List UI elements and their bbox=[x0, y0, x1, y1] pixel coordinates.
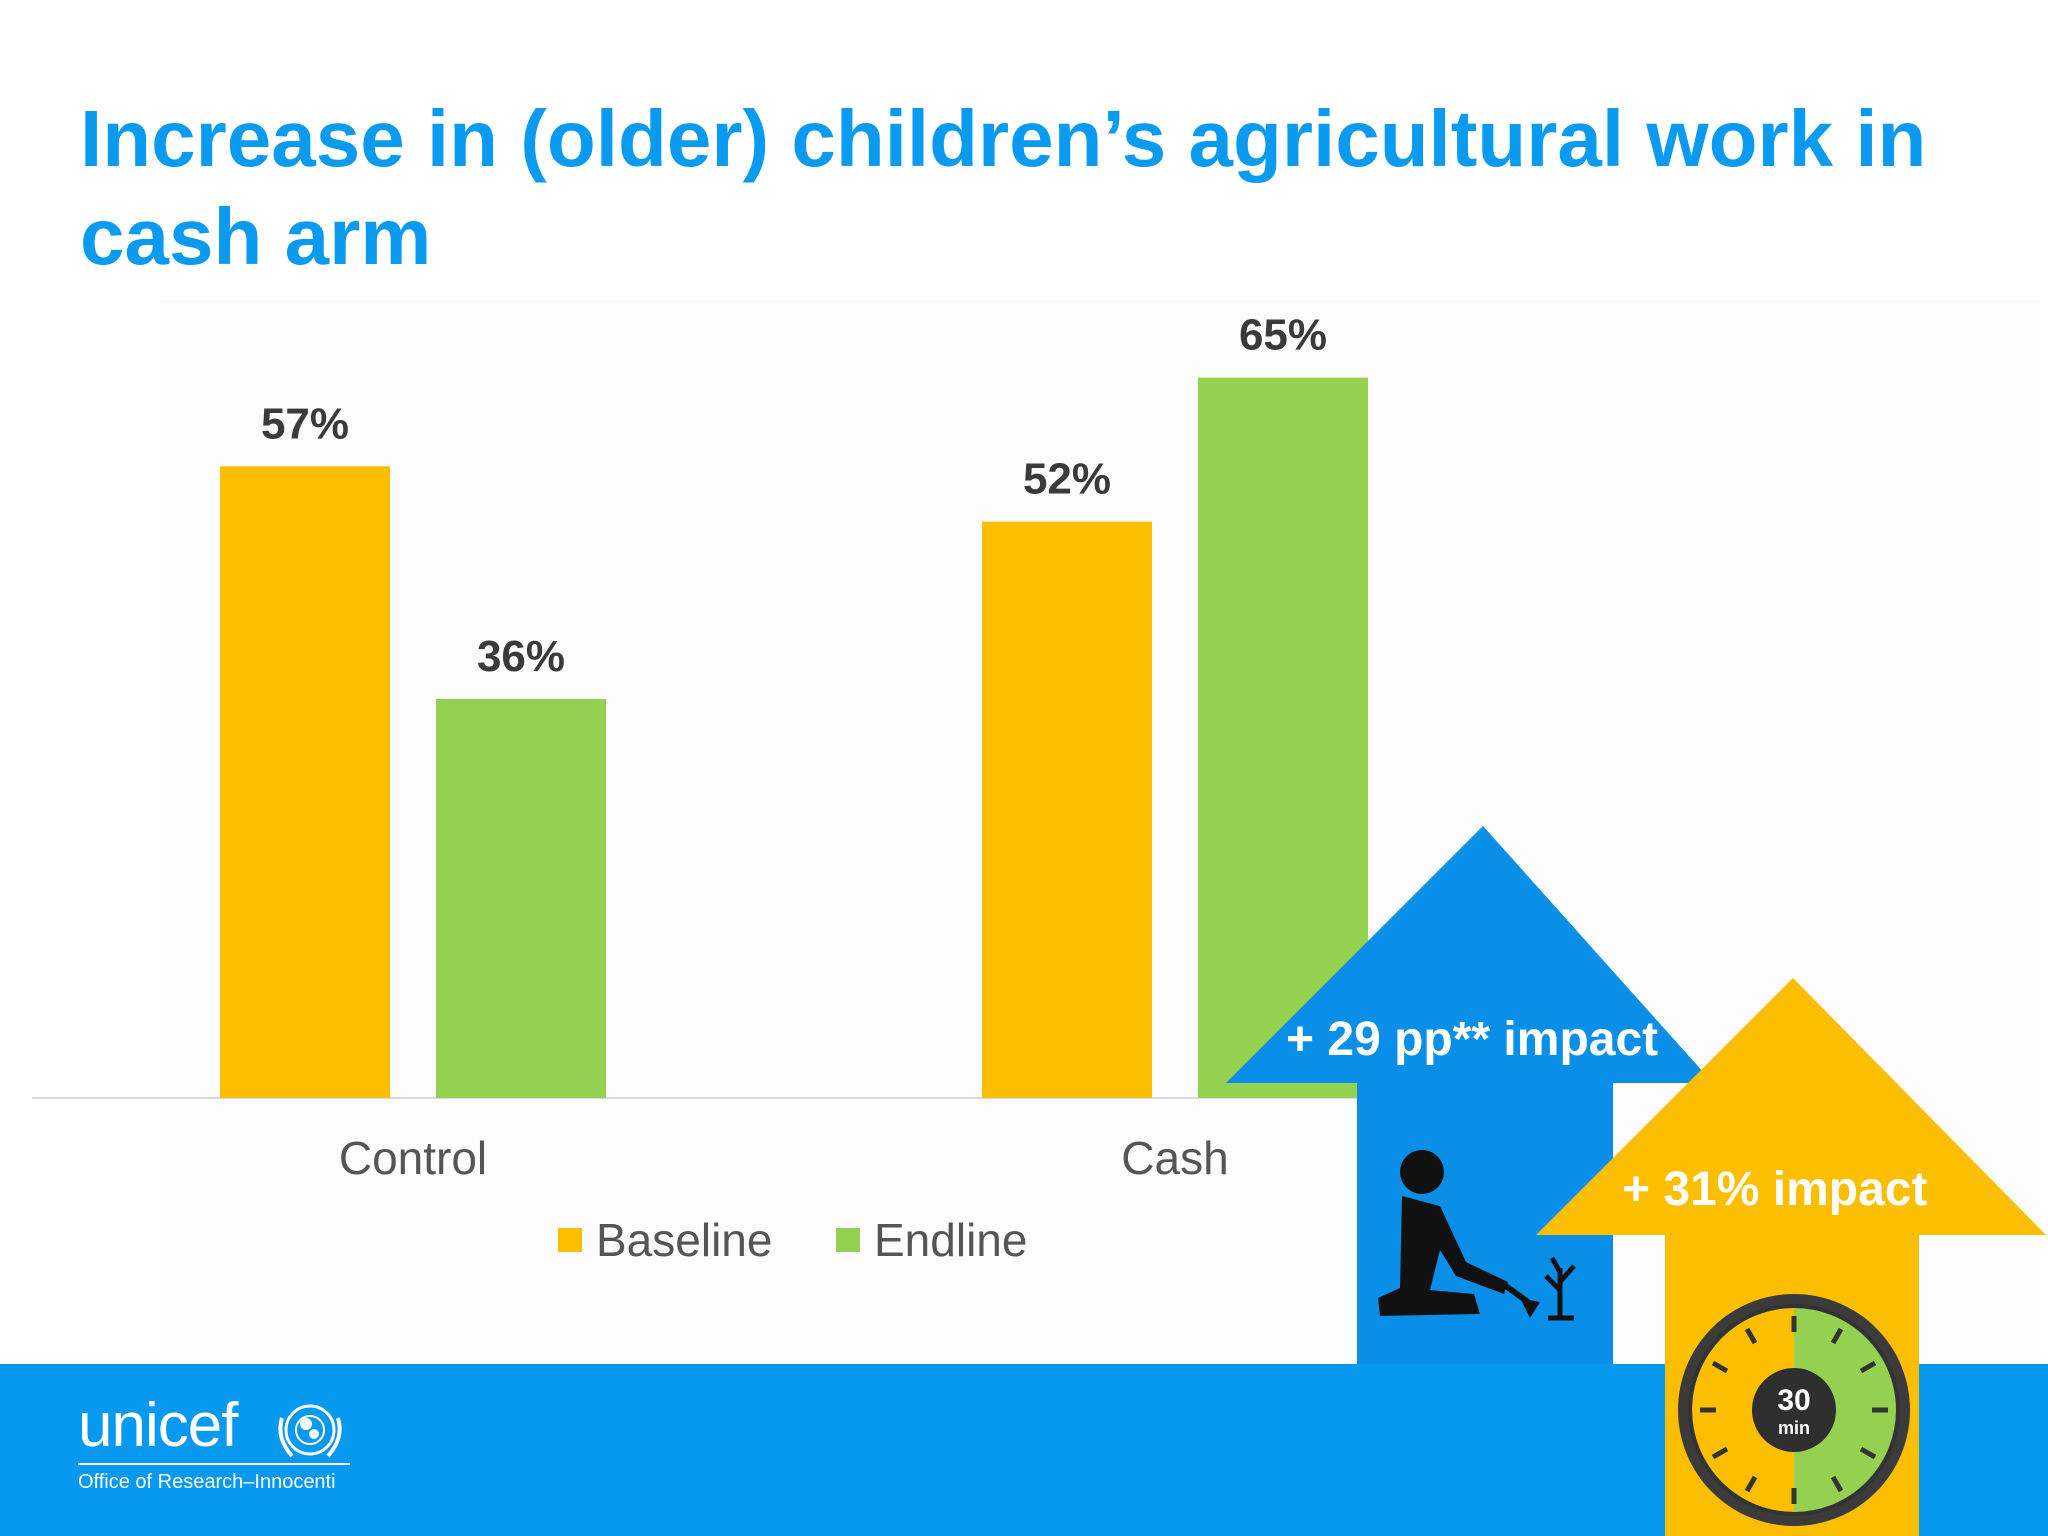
kneeling-farmer-icon bbox=[1378, 1150, 1576, 1321]
stopwatch-icon: 30 min bbox=[1678, 1294, 1910, 1526]
data-label: 52% bbox=[1023, 455, 1111, 504]
category-label: Control bbox=[339, 1132, 487, 1184]
timer-number: 30 bbox=[1777, 1384, 1810, 1417]
yellow-arrow-label: + 31% impact bbox=[1622, 1163, 1928, 1216]
data-label: 57% bbox=[261, 399, 349, 448]
yellow-arrow-shape bbox=[1536, 978, 2046, 1536]
blue-arrow-label: + 29 pp** impact bbox=[1286, 1013, 1659, 1066]
un-emblem-icon bbox=[278, 1404, 342, 1458]
timer-unit: min bbox=[1778, 1418, 1810, 1438]
page-title: Increase in (older) children’s agricultu… bbox=[80, 94, 1927, 281]
category-label: Cash bbox=[1121, 1132, 1228, 1184]
bar-baseline-control bbox=[220, 466, 390, 1098]
logo-wordmark: unicef bbox=[78, 1391, 238, 1460]
unicef-logo: unicef Office of Research–Innocenti bbox=[78, 1395, 350, 1494]
data-label: 65% bbox=[1239, 311, 1327, 360]
data-label: 36% bbox=[477, 632, 565, 681]
legend-label-endline: Endline bbox=[874, 1214, 1027, 1266]
bar-chart: 57% 52% 36% 65% Control Cash Baseline Endline bbox=[32, 311, 1440, 1266]
legend-label-baseline: Baseline bbox=[596, 1214, 772, 1266]
bar-endline-control bbox=[436, 699, 606, 1098]
legend-swatch-endline bbox=[836, 1228, 860, 1252]
logo-subtitle: Office of Research–Innocenti bbox=[78, 1471, 336, 1493]
bar-baseline-cash bbox=[982, 521, 1152, 1098]
logo-rule bbox=[78, 1463, 350, 1465]
legend-swatch-baseline bbox=[558, 1228, 582, 1252]
